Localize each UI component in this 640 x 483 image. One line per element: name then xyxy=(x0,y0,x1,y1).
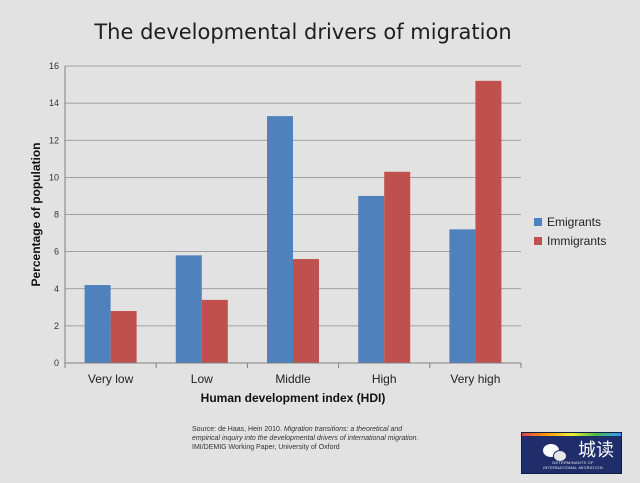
x-category-label: Middle xyxy=(275,372,311,386)
y-tick-label: 16 xyxy=(49,61,59,71)
source-title: Migration transitions: a theoretical and… xyxy=(192,426,417,442)
x-category-label: Low xyxy=(191,372,213,386)
y-axis-title: Percentage of population xyxy=(29,142,43,286)
x-axis-title: Human development index (HDI) xyxy=(201,391,386,405)
y-tick-label: 8 xyxy=(54,210,59,220)
wechat-bubble-icon xyxy=(553,450,567,462)
y-tick-label: 12 xyxy=(49,135,59,145)
source-suffix: . IMI/DEMIG Working Paper, University of… xyxy=(192,435,419,451)
legend-label: Emigrants xyxy=(547,215,601,229)
bar-emigrants xyxy=(84,285,111,363)
logo-line-2: INTERNATIONAL MIGRATION xyxy=(543,465,603,470)
x-category-label: High xyxy=(372,372,397,386)
legend-swatch xyxy=(534,218,542,226)
bar-immigrants xyxy=(384,171,411,363)
logo-line-1: DETERMINANTS OF xyxy=(552,460,594,465)
x-category-labels: Very low Low Middle High Very high xyxy=(88,372,501,386)
bar-immigrants xyxy=(110,311,137,363)
bar-emigrants xyxy=(175,255,202,363)
x-category-label: Very low xyxy=(88,372,134,386)
source-prefix: Source: de Haas, Hein 2010. xyxy=(192,426,284,433)
logo-chinese-text: 城读 xyxy=(578,440,614,461)
bar-immigrants xyxy=(201,299,228,363)
publisher-logo: 城读 DETERMINANTS OF INTERNATIONAL MIGRATI… xyxy=(521,432,622,474)
x-category-label: Very high xyxy=(450,372,500,386)
y-tick-label: 6 xyxy=(54,247,59,257)
bar-immigrants xyxy=(293,259,319,363)
legend: Emigrants Immigrants xyxy=(534,215,606,248)
bars xyxy=(84,80,502,364)
legend-swatch xyxy=(534,237,542,245)
y-tick-label: 4 xyxy=(54,284,59,294)
bar-emigrants xyxy=(267,116,293,364)
bar-immigrants xyxy=(475,80,502,363)
source-citation: Source: de Haas, Hein 2010. Migration tr… xyxy=(192,425,432,452)
y-tick-label: 0 xyxy=(54,358,59,368)
y-tick-label: 10 xyxy=(49,172,59,182)
y-tick-labels: 0 2 4 6 8 10 12 14 16 xyxy=(49,61,59,368)
axes xyxy=(64,66,522,368)
chart-title: The developmental drivers of migration xyxy=(94,20,512,44)
logo-stripe xyxy=(522,433,621,436)
legend-label: Immigrants xyxy=(547,234,606,248)
y-tick-label: 2 xyxy=(54,321,59,331)
y-tick-label: 14 xyxy=(49,98,59,108)
bar-emigrants xyxy=(358,195,385,363)
bar-emigrants xyxy=(449,229,476,363)
